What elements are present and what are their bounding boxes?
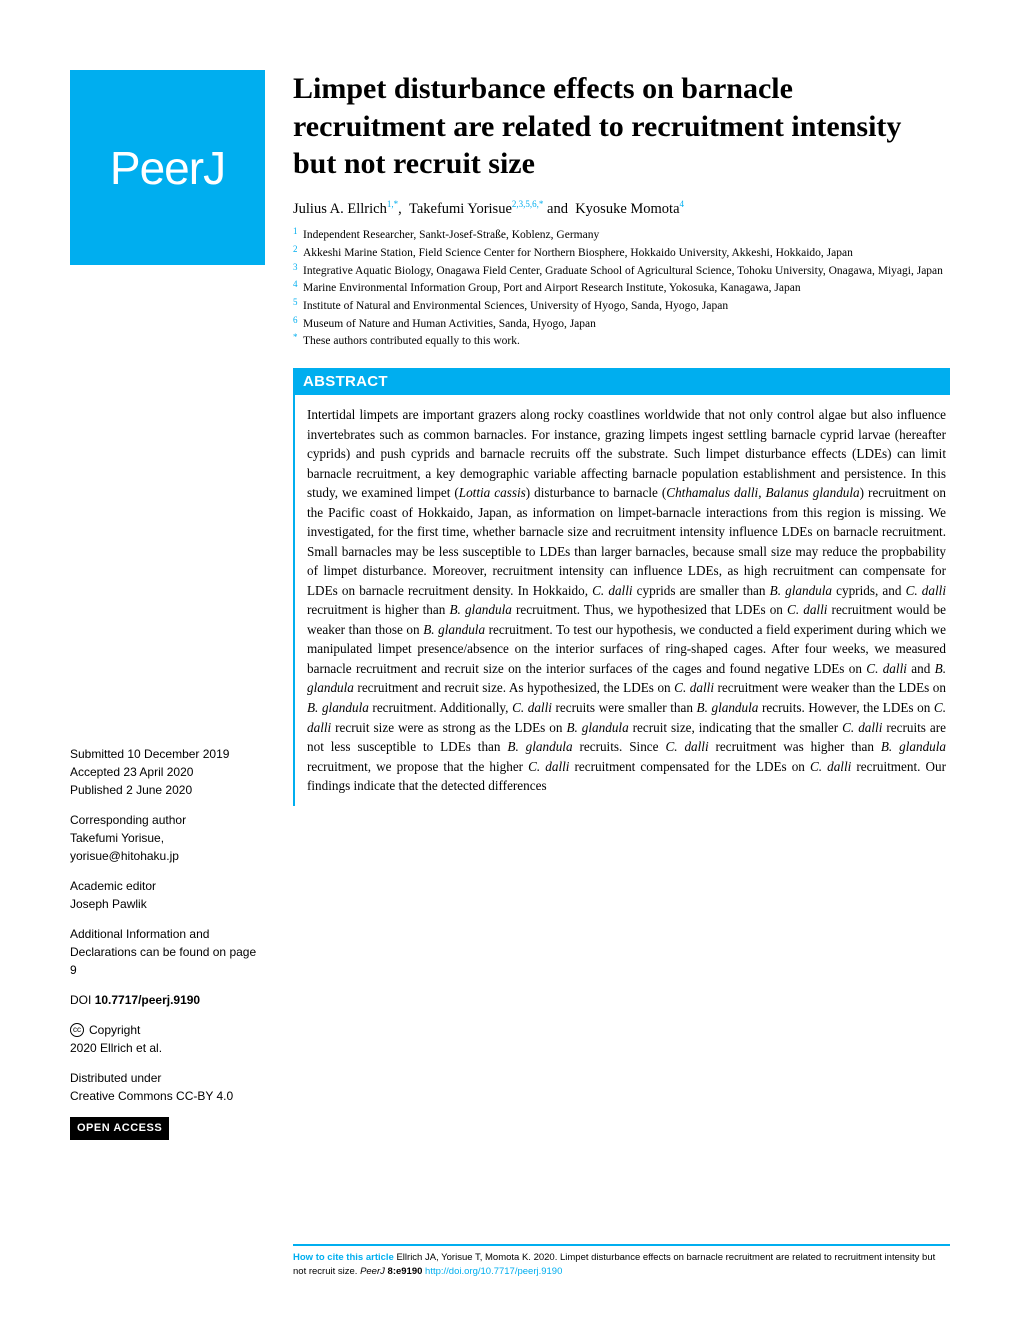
- editor-block: Academic editor Joseph Pawlik: [70, 877, 265, 913]
- article-metadata: Submitted 10 December 2019 Accepted 23 A…: [70, 745, 265, 1140]
- copyright-label: Copyright: [89, 1021, 140, 1039]
- cc-icon: cc: [70, 1023, 84, 1037]
- author-affil-sup: 4: [680, 199, 685, 209]
- main-column: Limpet disturbance effects on barnacle r…: [293, 70, 950, 1152]
- editor-name: Joseph Pawlik: [70, 895, 265, 913]
- journal-logo: PeerJ: [70, 70, 265, 265]
- corresponding-block: Corresponding author Takefumi Yorisue, y…: [70, 811, 265, 865]
- author-name: Takefumi Yorisue: [409, 200, 512, 216]
- affil-text: Marine Environmental Information Group, …: [303, 280, 801, 297]
- published-label: Published: [70, 783, 123, 797]
- left-column: PeerJ Submitted 10 December 2019 Accepte…: [70, 70, 265, 1152]
- affil-text: Museum of Nature and Human Activities, S…: [303, 316, 596, 333]
- distribution-label: Distributed under: [70, 1069, 265, 1087]
- affiliation-item: 1Independent Researcher, Sankt-Josef-Str…: [293, 227, 950, 244]
- copyright-block: cc Copyright 2020 Ellrich et al.: [70, 1021, 265, 1057]
- doi-label: DOI: [70, 993, 91, 1007]
- distribution-block: Distributed under Creative Commons CC-BY…: [70, 1069, 265, 1105]
- affil-number: 5: [293, 296, 300, 313]
- affiliation-item: 2Akkeshi Marine Station, Field Science C…: [293, 245, 950, 262]
- editor-label: Academic editor: [70, 877, 265, 895]
- accepted-label: Accepted: [70, 765, 120, 779]
- author-name: Julius A. Ellrich: [293, 200, 387, 216]
- author-name: Kyosuke Momota: [575, 200, 679, 216]
- corresponding-label: Corresponding author: [70, 811, 265, 829]
- abstract-text: Intertidal limpets are important grazers…: [307, 405, 946, 796]
- submitted-label: Submitted: [70, 747, 124, 761]
- abstract-header: ABSTRACT: [293, 368, 950, 395]
- doi-value: 10.7717/peerj.9190: [95, 993, 200, 1007]
- cite-journal: PeerJ: [360, 1266, 385, 1277]
- cite-vol: 8:e9190: [385, 1266, 425, 1277]
- affiliation-item: 3Integrative Aquatic Biology, Onagawa Fi…: [293, 263, 950, 280]
- corresponding-name: Takefumi Yorisue,: [70, 829, 265, 847]
- affiliation-item: 4Marine Environmental Information Group,…: [293, 280, 950, 297]
- logo-text: PeerJ: [110, 141, 225, 195]
- dates-block: Submitted 10 December 2019 Accepted 23 A…: [70, 745, 265, 799]
- affil-number: 3: [293, 261, 300, 278]
- affiliation-item: 5Institute of Natural and Environmental …: [293, 298, 950, 315]
- open-access-row: OPEN ACCESS: [70, 1117, 265, 1140]
- open-access-badge: OPEN ACCESS: [70, 1117, 169, 1140]
- affil-text: Independent Researcher, Sankt-Josef-Stra…: [303, 227, 599, 244]
- doi-block: DOI 10.7717/peerj.9190: [70, 991, 265, 1009]
- additional-info: Additional Information and Declarations …: [70, 925, 265, 979]
- affiliation-item: 6Museum of Nature and Human Activities, …: [293, 316, 950, 333]
- affil-text: Institute of Natural and Environmental S…: [303, 298, 728, 315]
- corresponding-email: yorisue@hitohaku.jp: [70, 847, 265, 865]
- affil-number: 4: [293, 278, 300, 295]
- affil-number: 6: [293, 314, 300, 331]
- published-date: 2 June 2020: [126, 783, 192, 797]
- affil-number: 2: [293, 243, 300, 260]
- affil-number: 1: [293, 225, 300, 242]
- affil-text: Akkeshi Marine Station, Field Science Ce…: [303, 245, 853, 262]
- author-list: Julius A. Ellrich1,*, Takefumi Yorisue2,…: [293, 199, 950, 218]
- author-affil-sup: 1,*: [387, 199, 398, 209]
- article-title: Limpet disturbance effects on barnacle r…: [293, 70, 950, 183]
- author-affil-sup: 2,3,5,6,*: [512, 199, 544, 209]
- submitted-date: 10 December 2019: [127, 747, 229, 761]
- abstract-box: Intertidal limpets are important grazers…: [293, 395, 950, 806]
- affil-text: These authors contributed equally to thi…: [303, 333, 520, 350]
- copyright-text: 2020 Ellrich et al.: [70, 1039, 265, 1057]
- affil-number: *: [293, 331, 300, 348]
- affil-text: Integrative Aquatic Biology, Onagawa Fie…: [303, 263, 943, 280]
- affiliation-list: 1Independent Researcher, Sankt-Josef-Str…: [293, 227, 950, 350]
- page-container: PeerJ Submitted 10 December 2019 Accepte…: [70, 70, 950, 1152]
- citation-footer: How to cite this article Ellrich JA, Yor…: [293, 1244, 950, 1278]
- distribution-text: Creative Commons CC-BY 4.0: [70, 1087, 265, 1105]
- affiliation-item: *These authors contributed equally to th…: [293, 333, 950, 350]
- cite-lead: How to cite this article: [293, 1252, 394, 1263]
- accepted-date: 23 April 2020: [123, 765, 193, 779]
- cite-link[interactable]: http://doi.org/10.7717/peerj.9190: [425, 1266, 562, 1277]
